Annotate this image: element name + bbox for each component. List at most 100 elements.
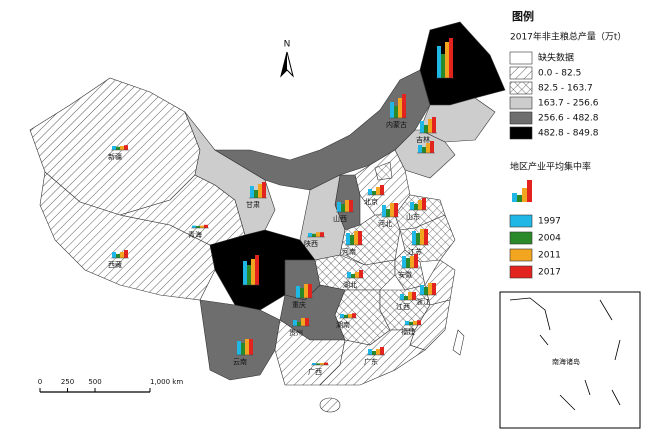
bar <box>258 184 262 198</box>
province-label: 陕西 <box>304 239 318 248</box>
province-label: 广东 <box>364 357 378 366</box>
legend-title: 图例 <box>512 9 534 23</box>
bar <box>316 363 320 365</box>
legend-subtitle: 地区产业平均集中率 <box>510 161 591 173</box>
bar <box>358 231 362 245</box>
bar <box>304 284 308 298</box>
bar <box>412 231 416 245</box>
bar <box>402 94 406 118</box>
legend-swatch <box>509 265 533 279</box>
bar <box>380 347 384 355</box>
bar <box>376 187 380 195</box>
bar <box>247 265 251 285</box>
province-label: 吉林 <box>416 135 430 144</box>
bar <box>296 286 300 298</box>
bar <box>437 46 441 78</box>
bar <box>348 314 352 318</box>
province <box>374 161 393 181</box>
province <box>199 299 281 381</box>
island <box>452 329 465 356</box>
province-label: 贵州 <box>289 328 303 337</box>
bar <box>413 321 417 325</box>
inset-label: 南海诸岛 <box>552 357 580 366</box>
province-label: 安徽 <box>398 270 412 279</box>
province-label: 湖北 <box>343 280 357 289</box>
bar <box>345 200 349 212</box>
bar <box>420 285 424 295</box>
bar <box>418 200 422 210</box>
province-label: 河南 <box>342 247 356 256</box>
bar <box>405 321 409 325</box>
scale-label: 500 <box>88 378 101 386</box>
scale-label: 1,000 km <box>150 378 183 386</box>
bar <box>243 261 247 285</box>
bar <box>312 363 316 365</box>
province-label: 云南 <box>233 357 247 366</box>
bar <box>241 343 245 355</box>
province-label: 河北 <box>378 220 392 228</box>
legend-label: 缺失数据 <box>538 52 574 64</box>
bar <box>398 98 402 118</box>
bar <box>428 283 432 295</box>
legend-label: 163.7 - 256.6 <box>538 99 599 109</box>
bar <box>320 363 324 365</box>
bar <box>424 287 428 295</box>
bar <box>355 272 359 278</box>
bar <box>394 106 398 118</box>
legend-label: 256.6 - 482.8 <box>538 114 599 124</box>
bar <box>254 190 258 198</box>
province-label: 甘肃 <box>246 200 260 209</box>
bar <box>124 250 128 258</box>
province-label: 山东 <box>406 212 420 221</box>
bar <box>347 272 351 278</box>
map <box>29 21 506 386</box>
bar <box>412 292 416 300</box>
legend: 缺失数据 0.0 - 82.5 82.5 - 163.7 163.7 - 256.6 2… <box>509 52 599 279</box>
bar <box>112 146 116 150</box>
bar <box>337 202 341 212</box>
legend-swatch <box>509 66 533 80</box>
bar <box>409 321 413 325</box>
scale-label: 0 <box>38 378 42 386</box>
bar <box>445 42 449 78</box>
bar <box>400 294 404 300</box>
bar <box>372 351 376 355</box>
bar <box>408 292 412 300</box>
bar <box>237 341 241 355</box>
bar <box>368 349 372 355</box>
bar <box>349 200 353 212</box>
legend-label: 2017 <box>538 268 561 278</box>
bar <box>251 259 255 285</box>
bar <box>432 117 436 133</box>
bar <box>308 233 312 237</box>
bar <box>430 141 434 153</box>
bar <box>382 205 386 217</box>
bar <box>351 274 355 278</box>
bar <box>372 191 376 195</box>
bar <box>341 204 345 212</box>
bar <box>120 252 124 258</box>
bar <box>116 254 120 258</box>
bar <box>376 349 380 355</box>
bar <box>428 119 432 133</box>
bar <box>262 182 266 198</box>
legend-label: 0.0 - 82.5 <box>538 69 581 79</box>
bar <box>308 284 312 298</box>
bar <box>404 296 408 300</box>
province-label: 青海 <box>188 230 202 239</box>
bar <box>293 320 297 326</box>
bar <box>297 322 301 326</box>
bar <box>394 203 398 217</box>
bar <box>305 318 309 326</box>
bar <box>414 254 418 268</box>
bar <box>402 256 406 268</box>
bar <box>340 314 344 318</box>
bar <box>414 204 418 210</box>
province <box>409 299 451 351</box>
legend-swatch <box>509 248 533 262</box>
bar <box>354 231 358 245</box>
bar <box>418 145 422 153</box>
bar <box>390 203 394 217</box>
